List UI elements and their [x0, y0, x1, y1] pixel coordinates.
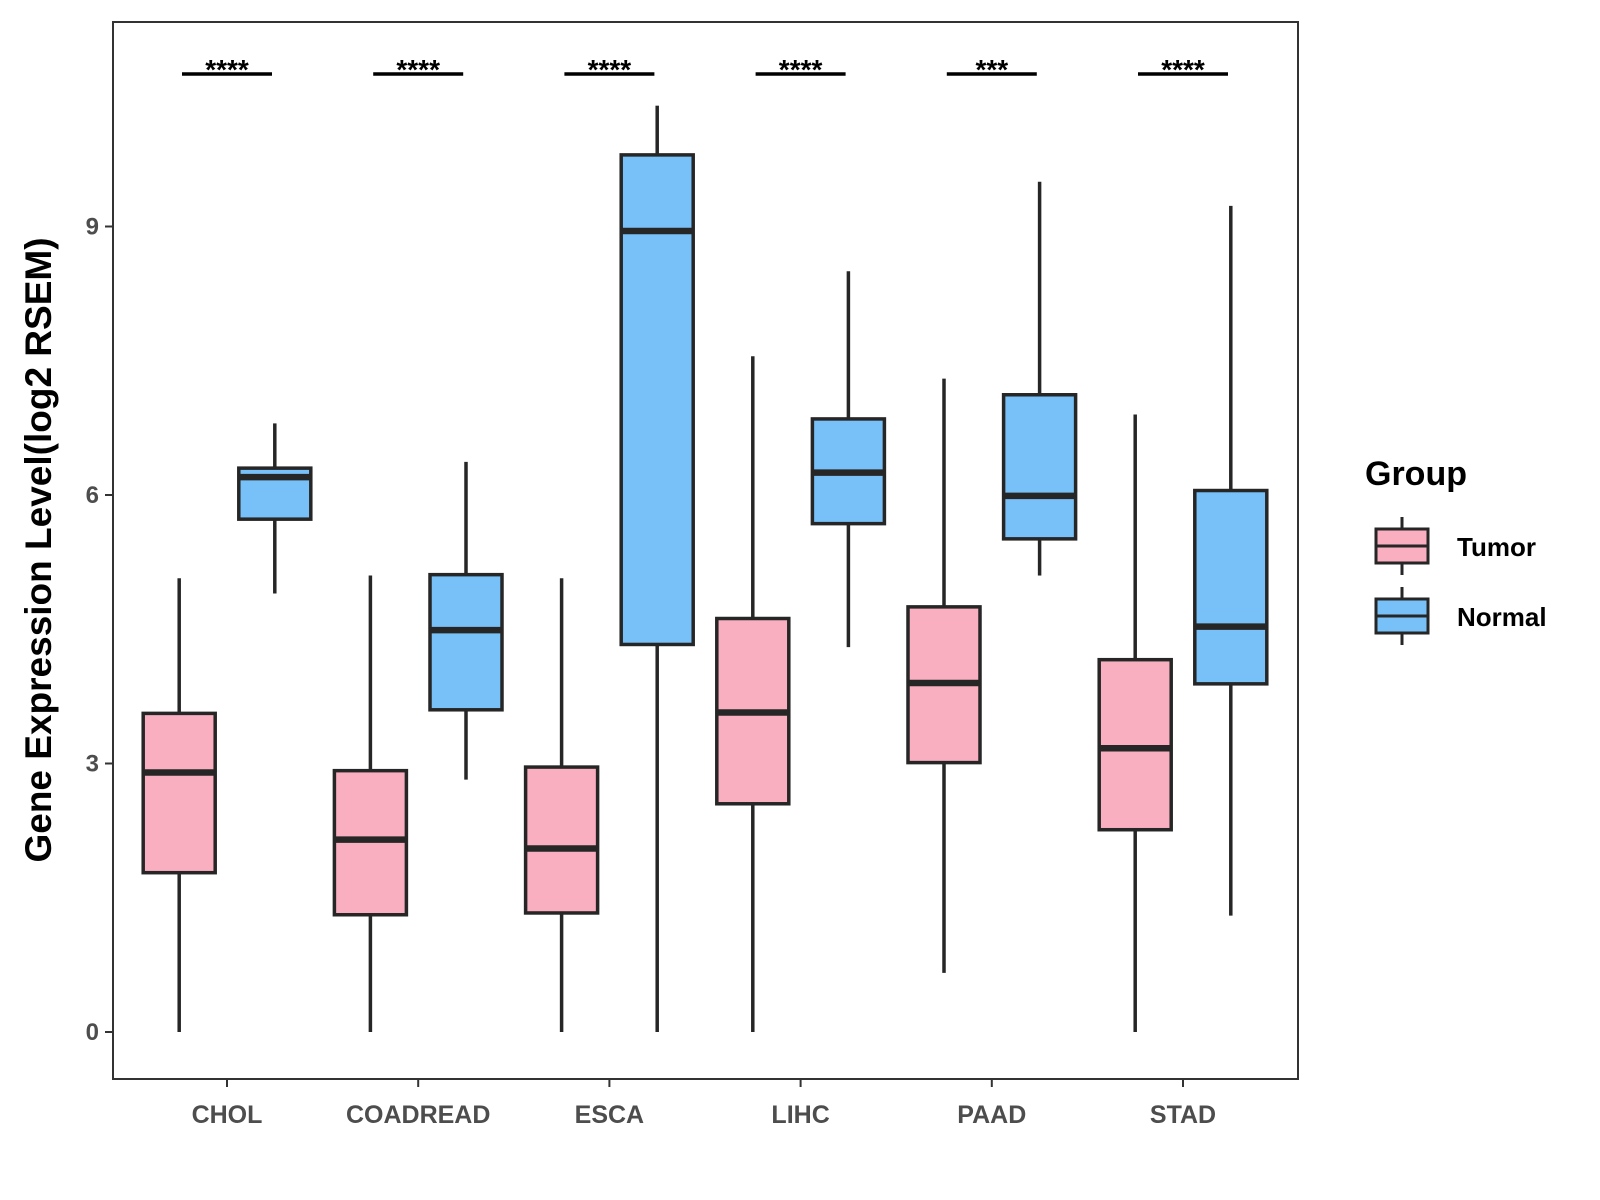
box-normal-lihc	[810, 271, 887, 648]
y-tick-label: 0	[86, 1019, 99, 1046]
y-tick-label: 3	[86, 751, 99, 778]
box-iqr	[619, 153, 695, 647]
significance-label: ****	[205, 54, 249, 85]
box-tumor-stad	[1097, 414, 1173, 1032]
box-normal-chol	[237, 423, 313, 594]
legend-item-normal: Normal	[1374, 587, 1547, 645]
y-axis-title: Gene Expression Level(log2 RSEM)	[18, 237, 59, 862]
plot-panel-border	[112, 21, 1299, 1080]
box-normal-esca	[619, 105, 695, 1032]
x-tick-label: LIHC	[771, 1101, 829, 1129]
x-tick-label: STAD	[1150, 1101, 1216, 1129]
x-tick-label: ESCA	[575, 1101, 644, 1129]
box-normal-coadread	[428, 461, 504, 780]
significance-label: ****	[396, 54, 440, 85]
box-normal-stad	[1193, 205, 1269, 916]
x-tick-label: PAAD	[957, 1101, 1026, 1129]
x-tick-label: COADREAD	[346, 1101, 490, 1129]
box-tumor-coadread	[332, 575, 409, 1032]
y-tick-label: 6	[86, 482, 99, 509]
box-iqr	[428, 572, 504, 712]
significance-label: ****	[588, 54, 632, 85]
legend-label: Normal	[1457, 602, 1547, 632]
box-tumor-paad	[906, 378, 982, 973]
legend-label: Tumor	[1457, 532, 1536, 562]
box-normal-paad	[1001, 181, 1078, 576]
box-iqr	[1001, 393, 1078, 541]
significance-label: ****	[1161, 54, 1205, 85]
box-tumor-lihc	[715, 356, 791, 1032]
box-tumor-esca	[523, 578, 600, 1032]
y-tick-label: 9	[86, 214, 99, 241]
box-iqr	[523, 765, 600, 915]
legend-title: Group	[1365, 455, 1467, 493]
box-iqr	[1097, 657, 1173, 832]
legend: Group Tumor Normal	[1365, 455, 1547, 645]
x-tick-label: CHOL	[192, 1101, 263, 1129]
significance-label: ***	[975, 54, 1008, 85]
legend-item-tumor: Tumor	[1374, 517, 1536, 575]
box-iqr	[141, 711, 217, 875]
significance-label: ****	[779, 54, 823, 85]
box-tumor-chol	[141, 578, 217, 1032]
box-iqr	[1193, 488, 1269, 686]
